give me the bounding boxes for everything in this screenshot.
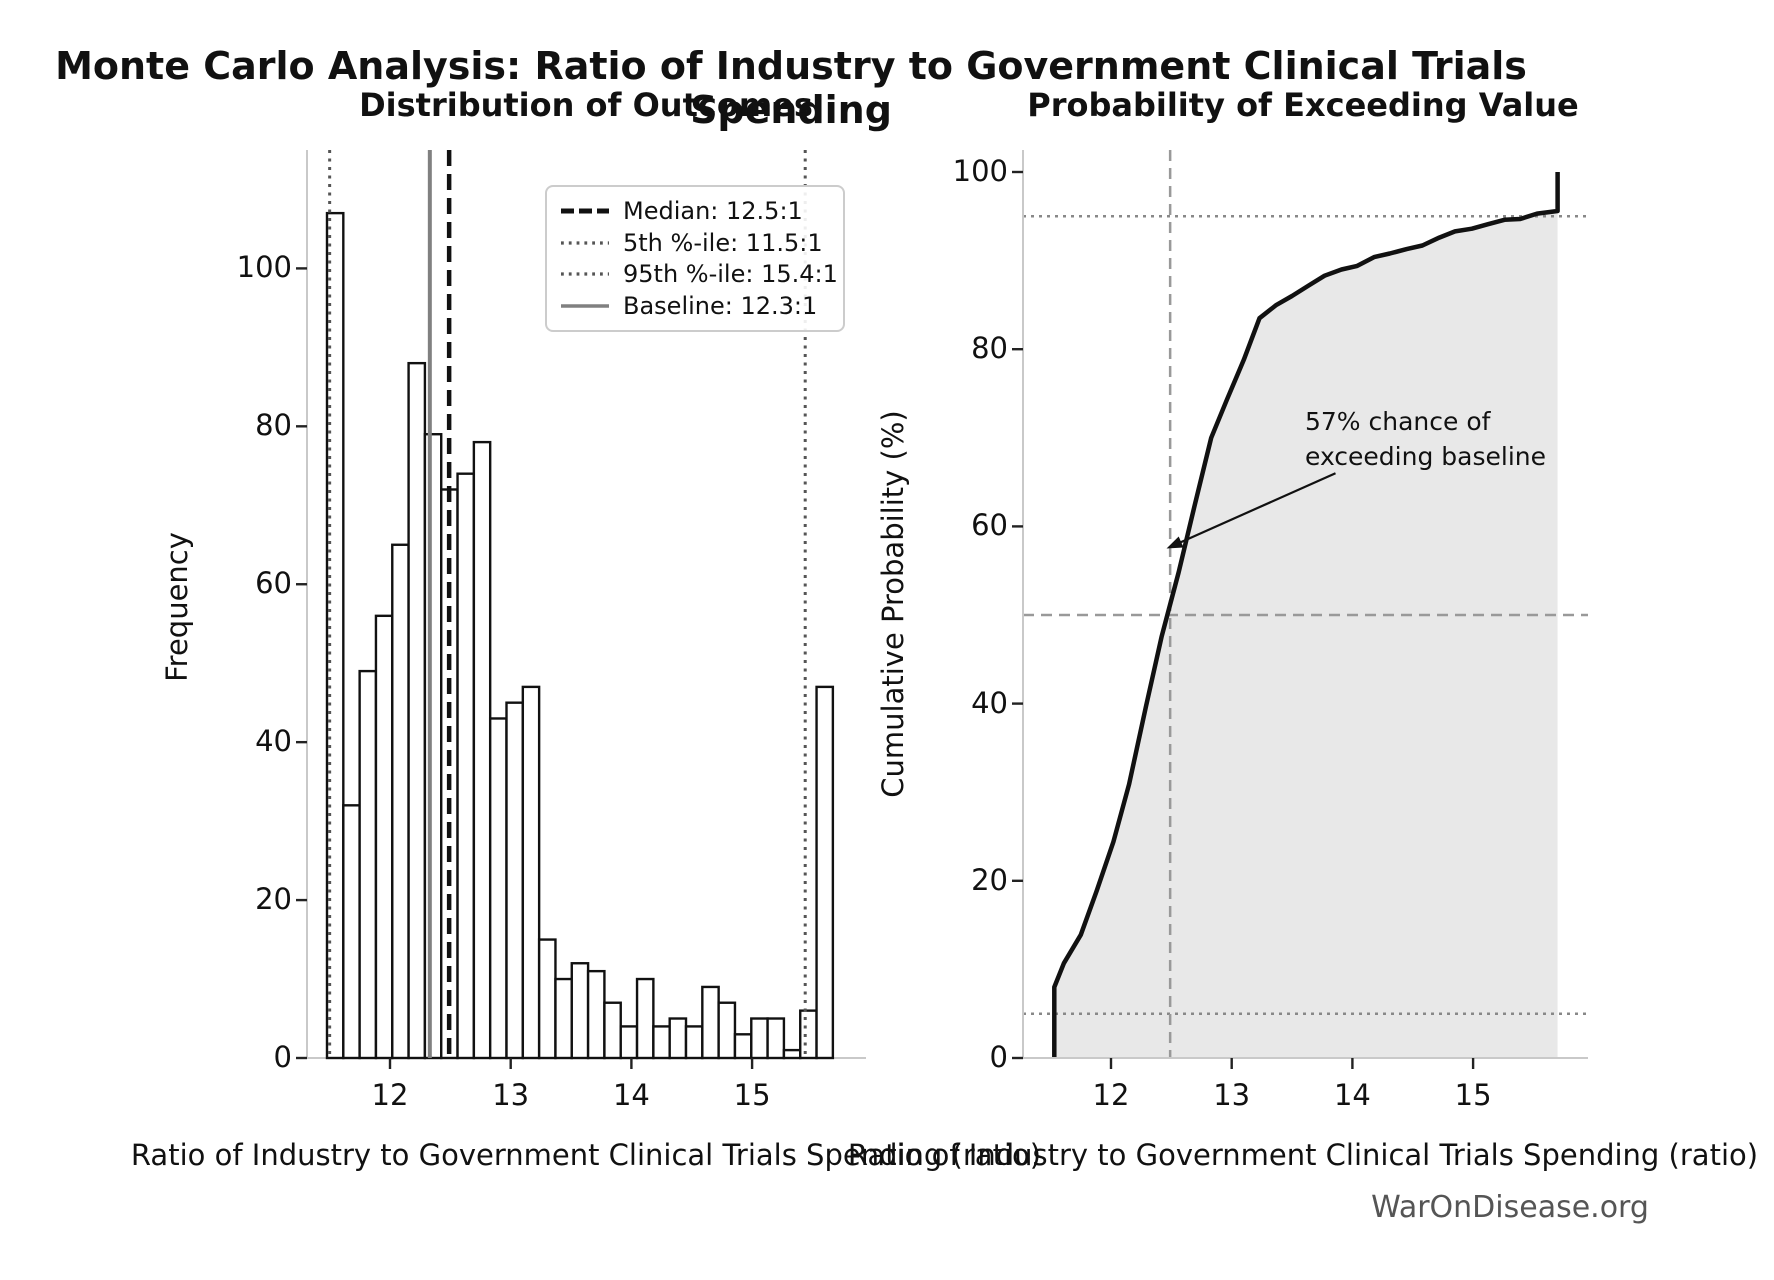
histogram-bar: [799, 1009, 818, 1060]
legend: Median: 12.5:1 5th %-ile: 11.5:1 95th %-…: [545, 185, 845, 332]
y-tick-label: 20: [971, 862, 1008, 897]
cdf-panel-title: Probability of Exceeding Value: [1027, 86, 1579, 124]
legend-label: Baseline: 12.3:1: [623, 292, 818, 321]
histogram-bar: [505, 701, 525, 1060]
histogram-bar: [586, 969, 606, 1060]
histogram-x-axis-label: Ratio of Industry to Government Clinical…: [130, 1138, 1042, 1172]
histogram-bar: [407, 361, 427, 1060]
histogram-bar: [570, 962, 590, 1060]
histogram-bar: [603, 1001, 622, 1060]
dotted-line-icon: [561, 272, 609, 276]
histogram-bar: [342, 804, 361, 1060]
annotation-arrowhead-icon: [1166, 536, 1184, 549]
y-tick-label: 0: [273, 1040, 292, 1074]
histogram-panel-title: Distribution of Outcomes: [359, 86, 813, 124]
y-tick-label: 100: [952, 154, 1008, 188]
x-tick-label: 14: [612, 1078, 650, 1112]
histogram-bar: [717, 1001, 737, 1060]
histogram-bar: [391, 543, 410, 1060]
legend-item-95th-percentile: 95th %-ile: 15.4:1: [559, 259, 838, 291]
legend-item-5th-percentile: 5th %-ile: 11.5:1: [559, 227, 831, 259]
y-tick-label: 0: [989, 1040, 1008, 1074]
histogram-bar: [701, 985, 720, 1060]
histogram-bar: [374, 614, 394, 1060]
x-tick-label: 12: [371, 1078, 409, 1112]
histogram-bar: [488, 717, 508, 1060]
histogram-y-axis-label: Frequency: [160, 532, 194, 682]
cdf-x-axis-label: Ratio of Industry to Government Clinical…: [847, 1138, 1759, 1172]
histogram-bar: [766, 1017, 786, 1060]
cdf-y-axis-label: Cumulative Probability (%): [876, 410, 910, 798]
dashed-line-icon: [561, 208, 609, 214]
x-tick-label: 14: [1333, 1078, 1371, 1112]
histogram-bar: [554, 977, 573, 1060]
x-tick-label: 13: [1213, 1078, 1251, 1112]
legend-label: 5th %-ile: 11.5:1: [623, 228, 823, 257]
histogram-bar: [815, 685, 835, 1060]
histogram-bar: [635, 977, 655, 1060]
histogram-bar: [521, 685, 541, 1060]
dotted-line-icon: [561, 241, 609, 245]
histogram-bar: [733, 1033, 753, 1060]
histogram-bar: [652, 1025, 671, 1060]
histogram-bar: [782, 1048, 802, 1060]
histogram-bar: [358, 669, 378, 1060]
y-tick-label: 40: [255, 724, 292, 759]
histogram-bar: [684, 1025, 704, 1060]
watermark: WarOnDisease.org: [1371, 1190, 1649, 1225]
x-tick-label: 15: [1454, 1078, 1492, 1112]
histogram-bar: [456, 472, 476, 1060]
y-tick-label: 60: [971, 508, 1008, 543]
x-tick-label: 12: [1092, 1078, 1130, 1112]
histogram-bar: [619, 1025, 639, 1060]
legend-item-baseline: Baseline: 12.3:1: [559, 290, 831, 322]
main-title: Monte Carlo Analysis: Ratio of Industry …: [55, 44, 1527, 132]
legend-item-median: Median: 12.5:1: [559, 195, 831, 227]
histogram-bar: [472, 440, 492, 1060]
y-tick-label: 20: [255, 882, 292, 917]
cdf-fill-area: [1054, 210, 1558, 1058]
x-tick-label: 13: [492, 1078, 530, 1112]
annotation-arrow-line: [1175, 472, 1336, 546]
legend-label: 95th %-ile: 15.4:1: [623, 260, 838, 289]
solid-line-icon: [561, 304, 609, 308]
x-tick-label: 15: [733, 1078, 771, 1112]
histogram-bar: [668, 1017, 688, 1060]
histogram-bar: [423, 433, 443, 1060]
histogram-bar: [750, 1017, 769, 1060]
annotation-text: 57% chance of exceeding baseline: [1305, 407, 1546, 471]
y-tick-label: 60: [255, 566, 292, 601]
y-tick-label: 100: [236, 250, 292, 285]
y-tick-label: 40: [971, 685, 1008, 720]
legend-label: Median: 12.5:1: [623, 196, 803, 225]
y-tick-label: 80: [255, 408, 292, 443]
y-tick-label: 80: [971, 331, 1008, 366]
cdf-curve: [1052, 172, 1560, 1058]
histogram-bar: [537, 938, 557, 1060]
